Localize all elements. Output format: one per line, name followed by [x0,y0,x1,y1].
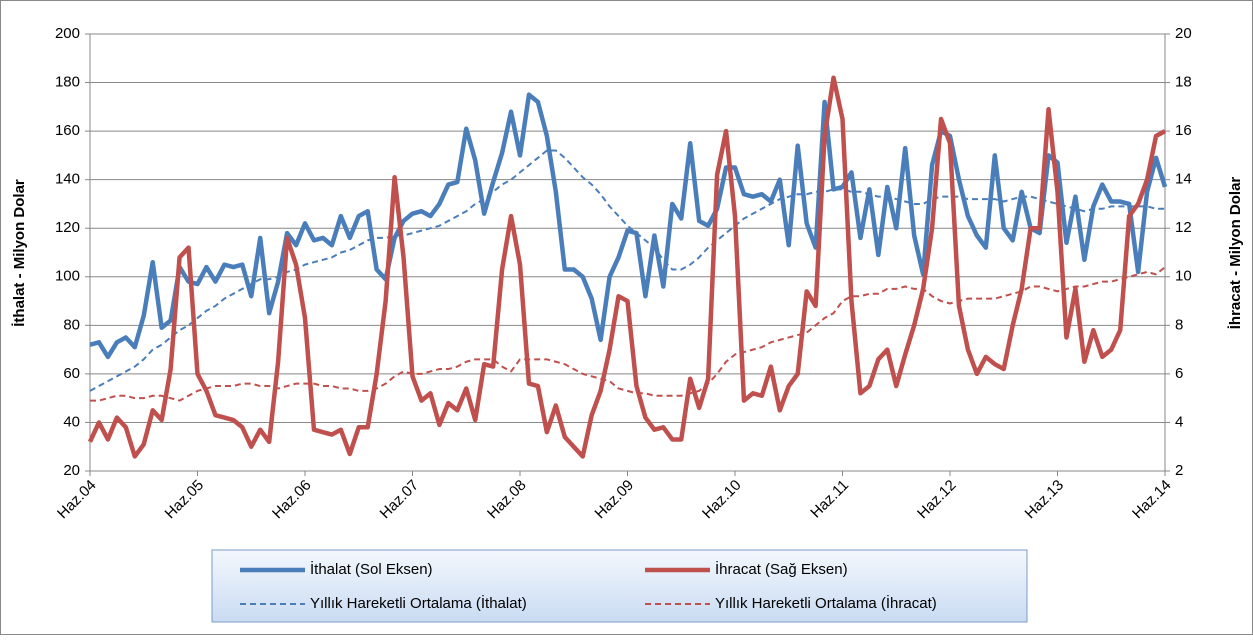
y2-tick-label: 20 [1175,25,1192,42]
y2-tick-label: 2 [1175,462,1183,479]
y-tick-label: 100 [55,268,80,285]
series-line [89,149,1165,392]
legend-label: Yıllık Hareketli Ortalama (İhracat) [715,594,937,612]
y-tick-label: 80 [63,316,80,333]
y-tick-label: 140 [55,171,80,188]
y-tick-label: 180 [55,74,80,91]
y2-tick-label: 8 [1175,316,1183,333]
legend-label: İthalat (Sol Eksen) [310,560,433,578]
y2-tick-label: 14 [1175,171,1192,188]
y-tick-label: 20 [63,462,80,479]
legend-box [211,549,1028,623]
y2-tick-label: 4 [1175,413,1183,430]
y2-tick-label: 16 [1175,122,1192,139]
y2-tick-label: 18 [1175,74,1192,91]
y-tick-label: 160 [55,122,80,139]
y2-axis-label: İhracat - Milyon Dolar [1227,177,1244,330]
y2-tick-label: 6 [1175,365,1183,382]
series-line [90,266,1166,402]
legend-label: İhracat (Sağ Eksen) [715,560,848,578]
y-axis-label: İthalat - Milyon Dolar [11,179,28,327]
y2-tick-label: 10 [1175,268,1192,285]
y2-tick-label: 12 [1175,219,1192,236]
y-tick-label: 200 [55,25,80,42]
series-line [89,92,1168,360]
y-tick-label: 40 [63,413,80,430]
legend-label: Yıllık Hareketli Ortalama (İthalat) [310,594,527,612]
y-tick-label: 120 [55,219,80,236]
series-line [87,75,1167,459]
y-tick-label: 60 [63,365,80,382]
